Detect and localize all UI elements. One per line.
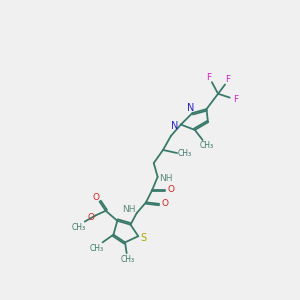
Text: NH: NH: [159, 174, 172, 183]
Text: F: F: [225, 75, 230, 84]
Text: CH₃: CH₃: [89, 244, 103, 253]
Text: F: F: [233, 94, 238, 103]
Text: CH₃: CH₃: [121, 255, 135, 264]
Text: O: O: [93, 193, 100, 202]
Text: N: N: [187, 103, 195, 113]
Text: F: F: [206, 73, 211, 82]
Text: O: O: [88, 213, 94, 222]
Text: CH₃: CH₃: [71, 223, 85, 232]
Text: O: O: [161, 200, 168, 208]
Text: N: N: [171, 121, 178, 131]
Text: O: O: [167, 185, 174, 194]
Text: NH: NH: [122, 205, 136, 214]
Text: CH₃: CH₃: [200, 141, 214, 150]
Text: S: S: [141, 233, 147, 243]
Text: CH₃: CH₃: [178, 149, 192, 158]
